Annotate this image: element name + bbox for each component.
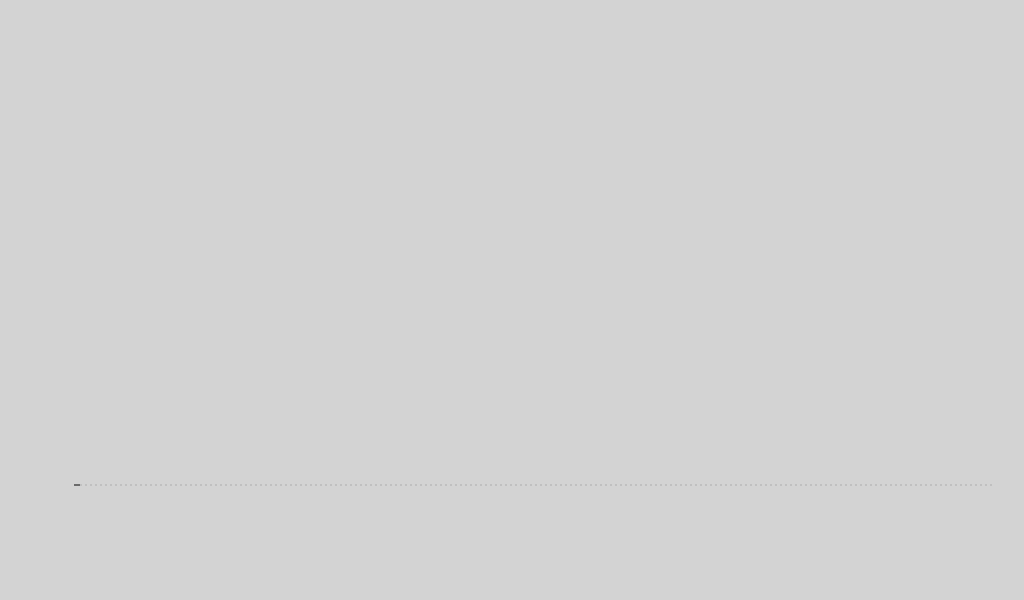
benchmark-latency-chart xyxy=(0,0,1024,600)
